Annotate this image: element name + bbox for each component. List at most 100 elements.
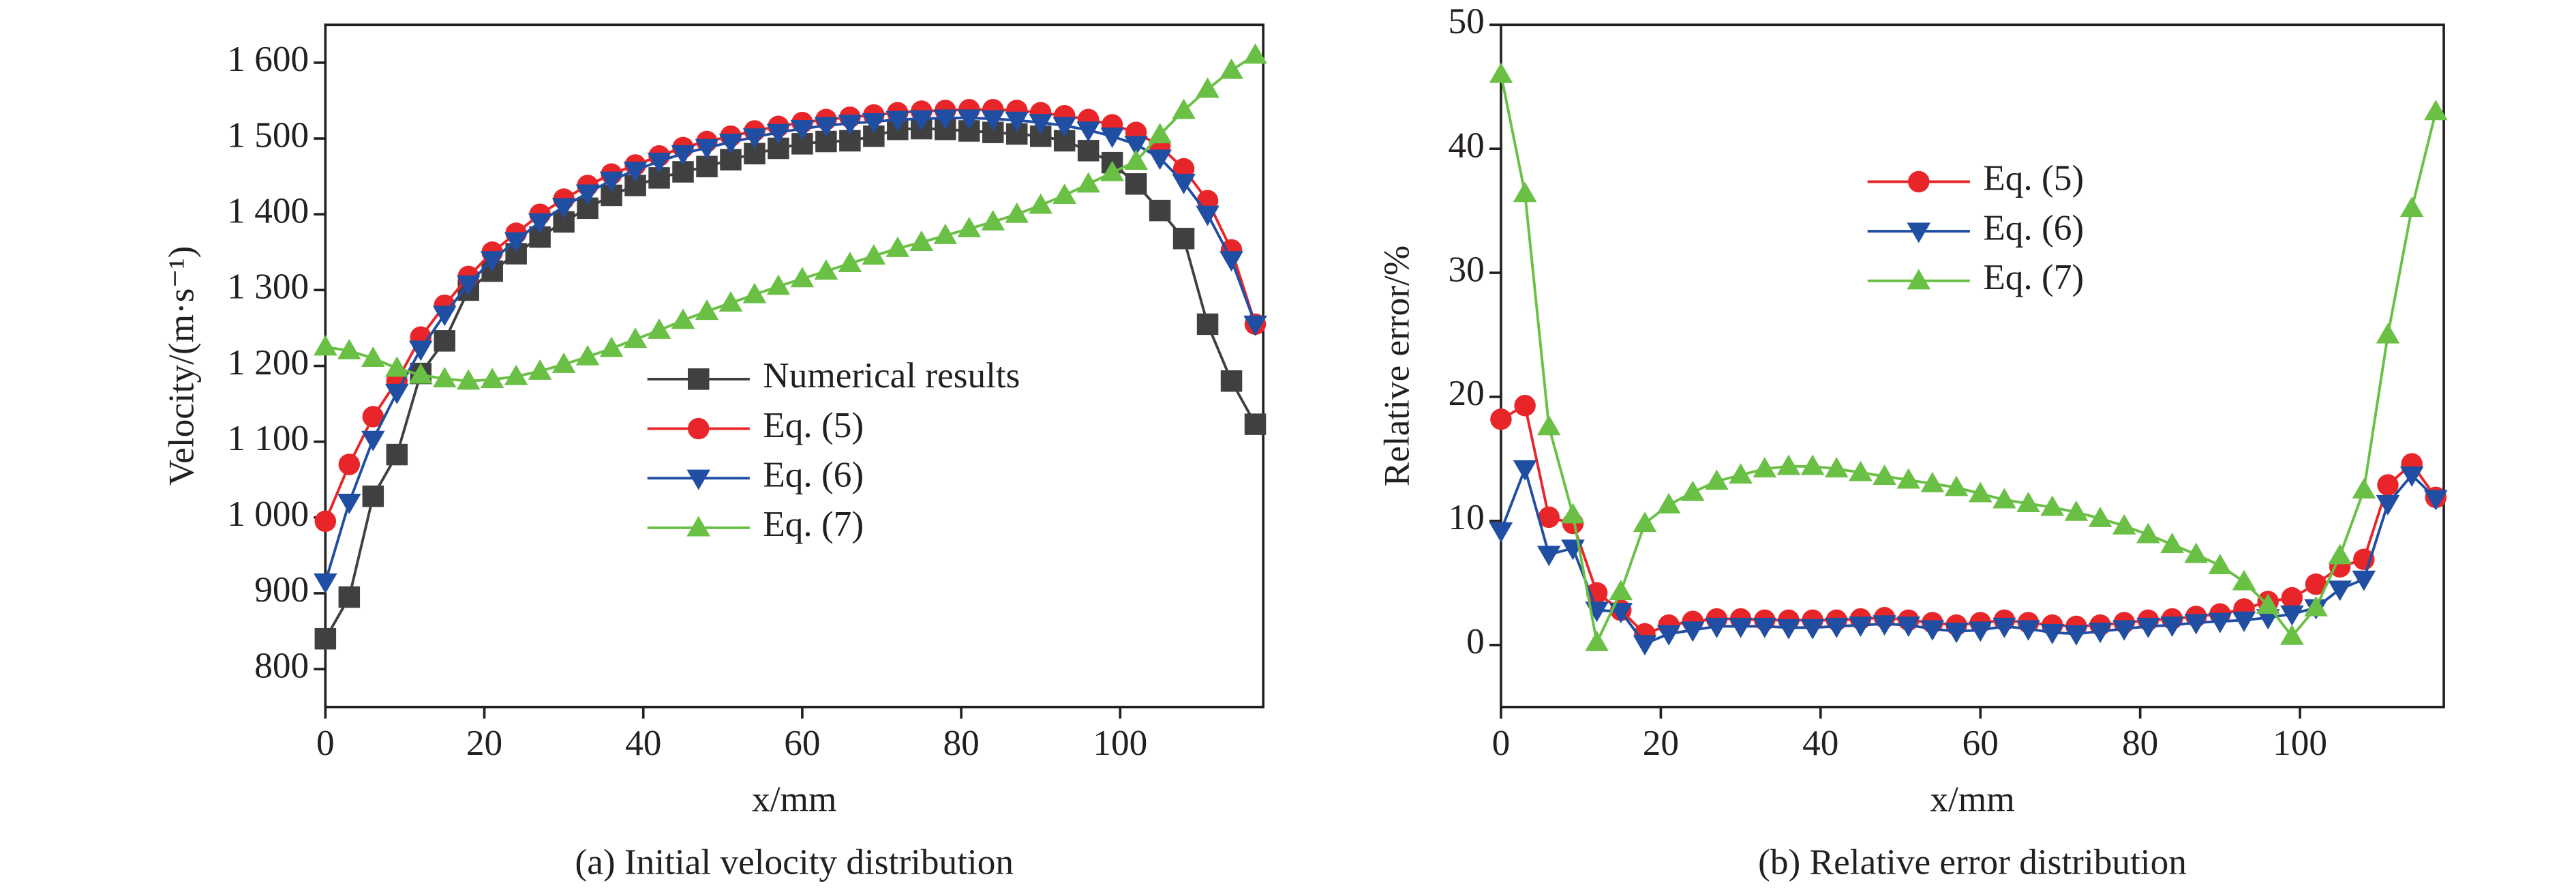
x-tick-label: 40 [1802, 723, 1838, 763]
data-point [1920, 620, 1945, 641]
x-tick-label: 40 [625, 723, 661, 763]
data-point [742, 282, 767, 303]
data-point [362, 406, 384, 428]
y-axis-label: Velocity/(m·s⁻¹) [162, 246, 202, 486]
data-point [314, 335, 337, 356]
data-point [599, 171, 624, 192]
legend-label: Eq. (7) [763, 504, 864, 544]
data-point [790, 120, 815, 140]
data-point [386, 443, 408, 466]
data-point [1944, 475, 1969, 496]
data-point [361, 346, 385, 368]
data-point [1100, 160, 1124, 181]
data-point [1729, 617, 1753, 638]
data-point [2424, 490, 2448, 511]
legend-label: Eq. (6) [1983, 207, 2084, 248]
data-point [2256, 593, 2280, 614]
data-point [2280, 624, 2304, 645]
data-point [1513, 460, 1537, 481]
data-point [1005, 111, 1029, 132]
data-point [504, 364, 528, 385]
data-point [742, 128, 767, 149]
data-point [2208, 612, 2232, 634]
data-point [1656, 492, 1681, 514]
data-point [528, 213, 552, 234]
data-point [361, 430, 385, 451]
data-point [337, 338, 361, 359]
y-tick-label: 1 600 [227, 39, 309, 79]
data-point [434, 330, 455, 352]
data-point [1220, 370, 1243, 392]
data-point [1052, 183, 1076, 205]
data-point [2016, 620, 2040, 641]
legend-label: Eq. (5) [763, 405, 864, 445]
data-point [1489, 522, 1513, 543]
legend-marker [688, 368, 710, 390]
data-point [862, 244, 886, 265]
data-point [1196, 205, 1219, 226]
y-tick-label: 40 [1448, 125, 1484, 165]
data-point [480, 368, 504, 389]
data-point [1800, 619, 1825, 640]
y-tick-label: 30 [1448, 249, 1484, 289]
data-point [1196, 313, 1219, 336]
data-point [1729, 463, 1753, 484]
data-point [2376, 494, 2400, 516]
data-point [623, 327, 648, 348]
data-point [790, 267, 815, 288]
data-point [2184, 542, 2209, 563]
data-point [1873, 615, 1896, 636]
data-point [1538, 506, 1560, 529]
data-point [1005, 202, 1029, 223]
data-point [1896, 468, 1921, 489]
data-point [838, 115, 862, 136]
data-point [362, 485, 384, 507]
data-point [1753, 617, 1777, 638]
data-point [1148, 123, 1172, 144]
legend-marker [688, 417, 710, 440]
data-point [814, 117, 838, 138]
legend-marker [686, 516, 711, 537]
data-point [1992, 617, 2016, 638]
data-point [1609, 580, 1633, 601]
data-point [528, 359, 552, 380]
data-point [909, 231, 934, 251]
data-point [1149, 199, 1171, 222]
caption: (a) Initial velocity distribution [575, 842, 1014, 882]
data-point [1873, 464, 1896, 485]
data-point [1243, 43, 1267, 64]
data-point [671, 145, 695, 166]
data-point [623, 162, 648, 183]
data-point [1705, 617, 1729, 638]
y-axis-label: Relative error/% [1376, 246, 1416, 486]
data-point [2352, 570, 2376, 591]
data-point [1219, 58, 1243, 79]
data-point [2281, 586, 2303, 609]
y-tick-label: 1 200 [227, 342, 309, 383]
data-point [1490, 408, 1512, 430]
data-point [1944, 623, 1969, 644]
caption: (b) Relative error distribution [1758, 842, 2187, 882]
data-point [1920, 471, 1945, 492]
data-point [766, 274, 791, 295]
data-point [384, 383, 409, 404]
data-point [1680, 621, 1705, 642]
x-axis-label: x/mm [752, 779, 836, 819]
data-point [2016, 492, 2040, 513]
x-tick-label: 80 [2122, 723, 2158, 763]
data-point [337, 494, 361, 514]
data-point [575, 344, 600, 366]
data-point [838, 252, 862, 273]
data-point [551, 198, 576, 219]
data-point [1489, 62, 1513, 83]
data-point [2377, 474, 2399, 496]
data-point [2304, 595, 2328, 616]
data-point [2305, 573, 2327, 595]
plot-frame [1500, 23, 2445, 709]
data-point [1124, 136, 1148, 157]
data-point [1680, 480, 1705, 501]
x-tick-label: 80 [943, 723, 979, 763]
x-tick-label: 60 [784, 723, 820, 763]
data-point [2376, 323, 2400, 344]
